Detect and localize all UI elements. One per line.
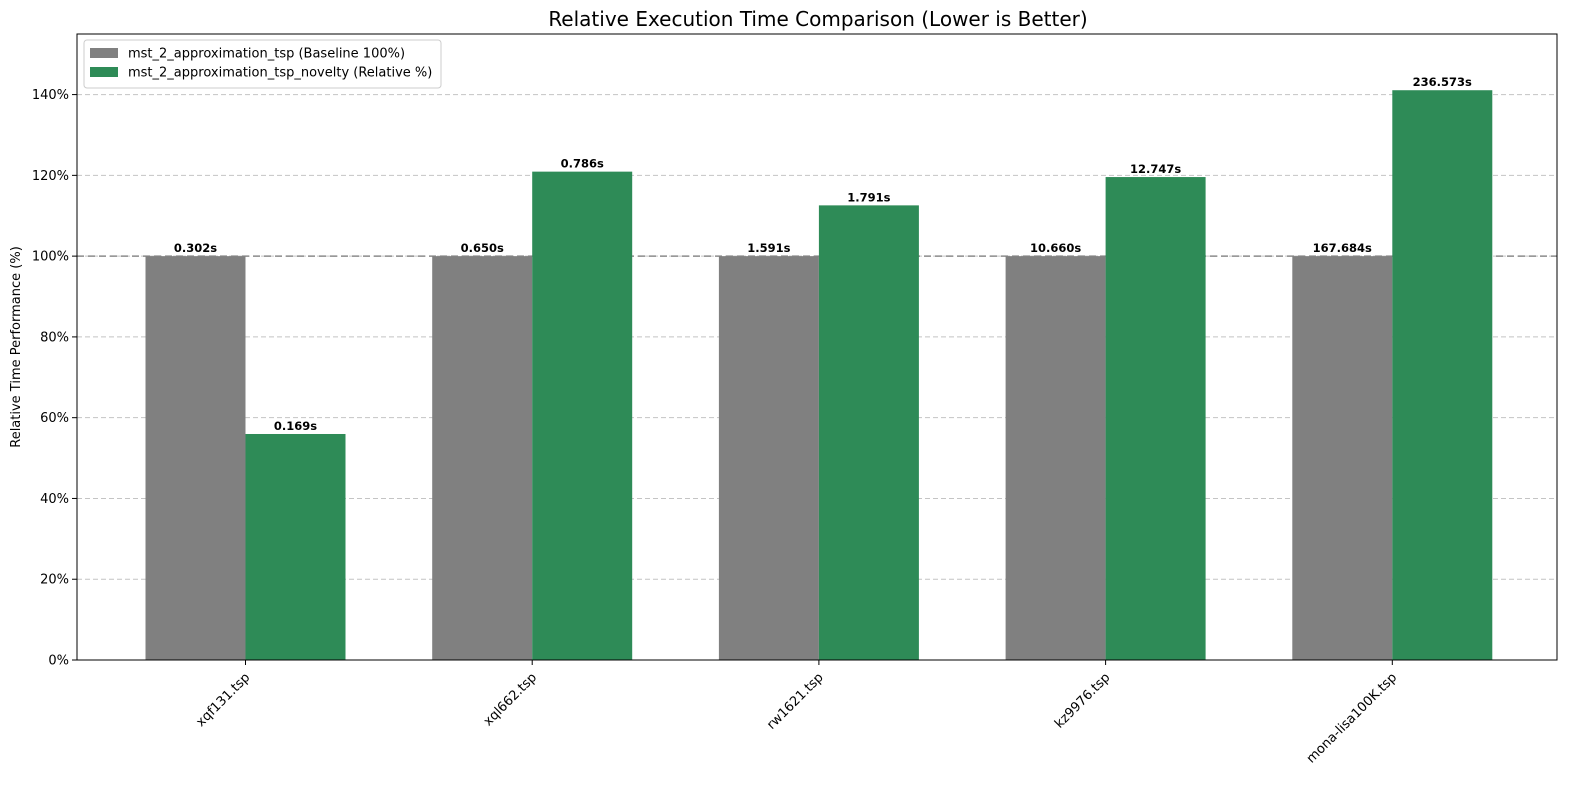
bar-value-label: 1.591s xyxy=(747,241,790,255)
bar xyxy=(1292,256,1393,660)
legend-entry-label: mst_2_approximation_tsp (Baseline 100%) xyxy=(128,47,405,62)
bar-value-label: 0.786s xyxy=(561,157,604,171)
bar-value-label: 0.650s xyxy=(461,241,504,255)
bar xyxy=(245,433,346,660)
bar-value-label: 10.660s xyxy=(1030,241,1081,255)
bars xyxy=(145,90,1493,661)
y-tick-label: 20% xyxy=(40,573,69,588)
x-tick-label: rw1621.tsp xyxy=(764,670,826,732)
y-axis: 0% 20% 40% 60% 80% 100% 120% 140% xyxy=(32,88,77,669)
legend: mst_2_approximation_tsp (Baseline 100%) m… xyxy=(83,39,442,89)
legend-swatch xyxy=(90,48,118,58)
bar xyxy=(1392,90,1493,660)
y-tick-label: 0% xyxy=(48,654,69,669)
y-tick-label: 140% xyxy=(32,88,69,103)
bar-value-label: 167.684s xyxy=(1313,241,1372,255)
legend-swatch xyxy=(90,67,118,77)
bar xyxy=(718,256,819,660)
y-tick-label: 60% xyxy=(40,411,69,426)
y-tick-label: 120% xyxy=(32,169,69,184)
y-tick-label: 80% xyxy=(40,330,69,345)
x-axis: xqf131.tsp xql662.tsp rw1621.tsp kz9976.tsp… xyxy=(194,660,1400,766)
bar xyxy=(1105,177,1206,661)
x-tick-label: xql662.tsp xyxy=(481,670,540,729)
bar xyxy=(145,256,246,660)
x-tick-label: xqf131.tsp xyxy=(194,670,254,730)
bar-value-label: 236.573s xyxy=(1413,75,1472,89)
legend-entry-label: mst_2_approximation_tsp_novelty (Relativ… xyxy=(128,66,432,81)
x-tick-label: kz9976.tsp xyxy=(1052,670,1113,731)
bar-value-label: 1.791s xyxy=(847,190,890,204)
bar xyxy=(1005,256,1106,660)
bar-value-label: 0.302s xyxy=(174,241,217,255)
bar xyxy=(432,256,533,660)
y-tick-label: 100% xyxy=(32,250,69,265)
legend-box xyxy=(83,39,442,89)
bar-value-label: 12.747s xyxy=(1130,162,1181,176)
y-tick-label: 40% xyxy=(40,492,69,507)
bar-labels: 0.302s 0.169s 0.650s 0.786s 1.591s 1.791s 10.6… xyxy=(174,75,1472,433)
bar xyxy=(532,171,633,660)
x-tick-label: mona-lisa100K.tsp xyxy=(1304,670,1400,766)
y-axis-label: Relative Time Performance (%) xyxy=(9,246,24,448)
bar-value-label: 0.169s xyxy=(274,419,317,433)
chart-title: Relative Execution Time Comparison (Lowe… xyxy=(548,7,1087,31)
bar xyxy=(818,205,919,660)
plot-frame xyxy=(76,33,1558,661)
